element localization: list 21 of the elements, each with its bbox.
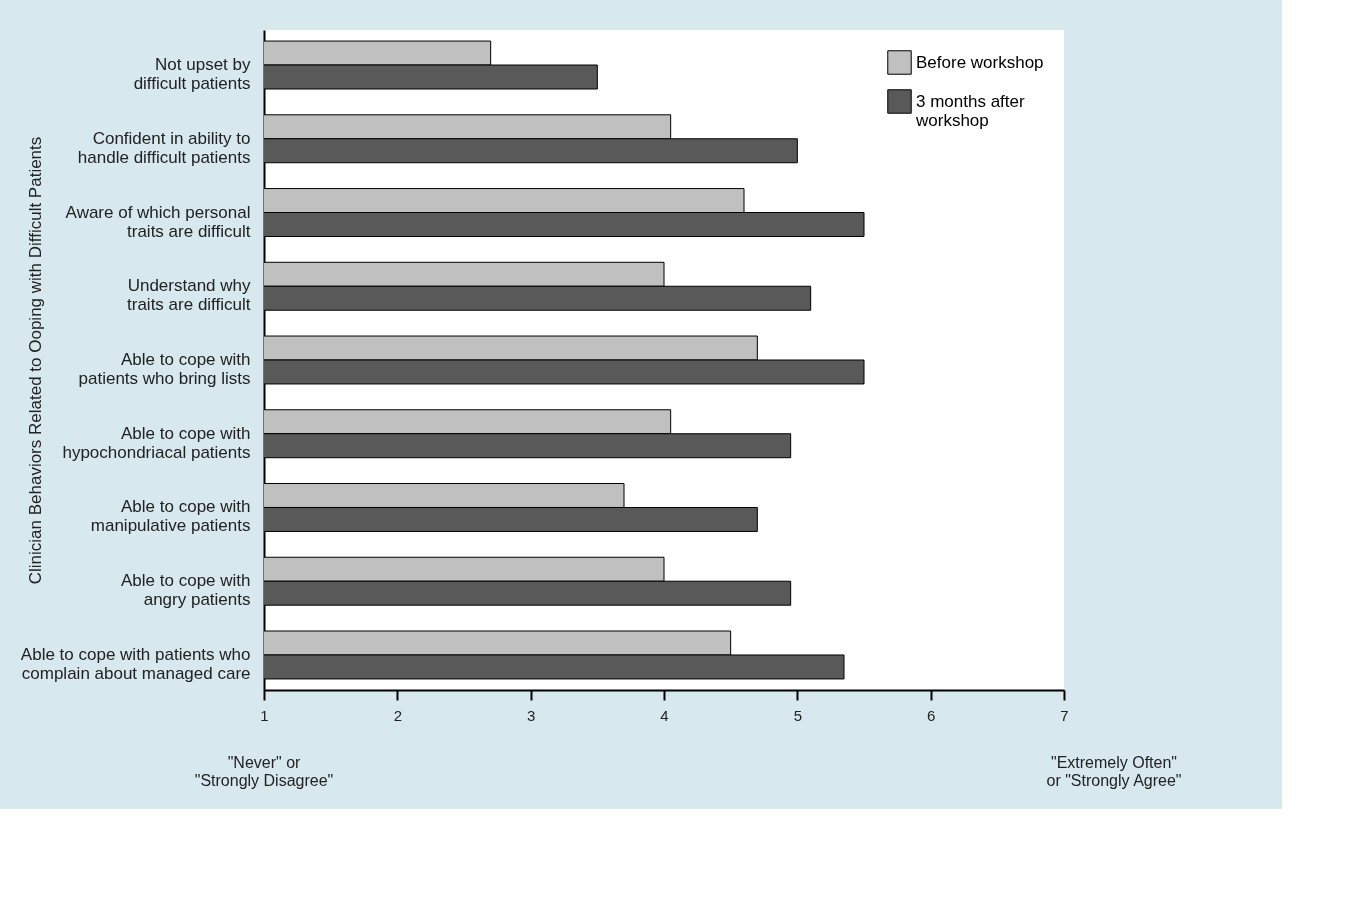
y-tick-label: Not upset by difficult patients	[133, 55, 251, 94]
x-tick-label: 6	[926, 706, 936, 724]
y-tick-label: Understand why traits are difficult	[127, 276, 251, 315]
x-tick-label: 7	[1060, 706, 1069, 724]
legend-label: Before workshop	[916, 52, 1044, 72]
y-tick-label: Aware of which personal traits are difficult	[65, 202, 251, 241]
y-tick-label: Able to cope with hypochondriacal patients	[62, 423, 251, 462]
text: "Never" or "Strongly Disagree"	[194, 754, 334, 789]
y-tick-label: Able to cope with manipulative patients	[90, 497, 251, 536]
text: "Extremely Often" or "Strongly Agree"	[1046, 754, 1182, 789]
x-tick-label: 2	[393, 706, 403, 724]
x-tick-label: 1	[260, 706, 269, 724]
y-tick-label: Able to cope with angry patients	[121, 571, 251, 610]
legend-label: 3 months after workshop	[915, 91, 1025, 130]
x-tick-label: 3	[526, 706, 536, 724]
x-tick-label: 4	[660, 706, 669, 724]
y-tick-label: Able to cope with patients who bring lists	[78, 350, 251, 388]
y-tick-label: Confident in ability to handle difficult patients	[77, 128, 251, 167]
x-tick-label: 5	[793, 706, 803, 724]
y-axis-title: Clinician Behaviors Related to Ooping with Difficult Patients	[25, 136, 45, 585]
y-tick-label: Able to cope with patients who complain about managed care	[20, 644, 251, 683]
